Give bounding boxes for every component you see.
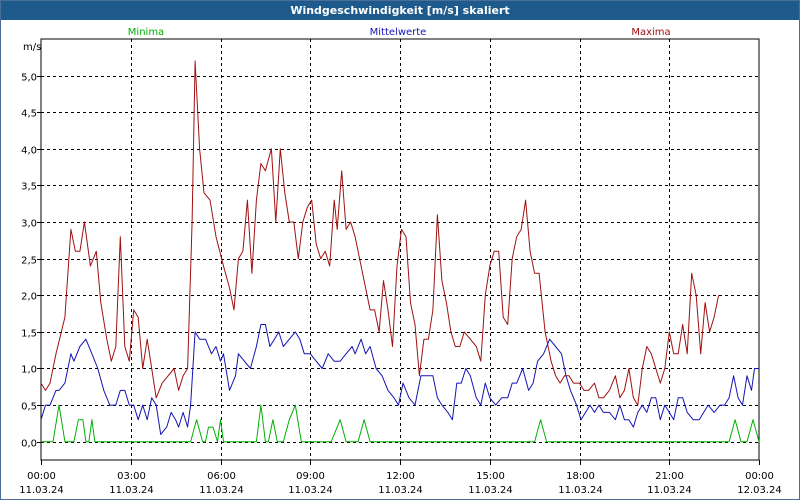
- legend-minima: Minima: [128, 27, 164, 38]
- x-tick-date-label: 11.03.24: [109, 485, 154, 496]
- y-tick-label: 4,0: [21, 146, 37, 157]
- y-tick-label: 0,5: [21, 402, 37, 413]
- x-tick-date-label: 11.03.24: [647, 485, 692, 496]
- series-line-mittelwerte: [40, 324, 759, 435]
- y-tick-label: 1,5: [21, 329, 37, 340]
- x-tick-time-label: 00:00: [745, 471, 774, 482]
- x-tick-date-label: 11.03.24: [378, 485, 423, 496]
- x-tick-time-label: 03:00: [117, 471, 146, 482]
- legend-maxima: Maxima: [631, 27, 670, 38]
- x-tick-time-label: 09:00: [296, 471, 325, 482]
- x-tick-time-label: 06:00: [207, 471, 236, 482]
- wind-speed-chart: 0,0 0,5 1,0 1,5 2,0 2,5 3,0 3,5 4,0 4,5 5,0 00:00 11…: [19, 27, 782, 496]
- series-line-maxima: [40, 60, 720, 406]
- x-tick-time-label: 12:00: [386, 471, 415, 482]
- y-axis-label: m/s: [23, 42, 41, 53]
- y-tick-label: 0,0: [21, 439, 37, 450]
- y-tick-label: 1,0: [21, 365, 37, 376]
- y-tick-label: 4,5: [21, 109, 37, 120]
- y-tick-label: 5,0: [21, 73, 37, 84]
- legend-mittelwerte: Mittelwerte: [370, 27, 427, 38]
- y-tick-label: 2,5: [21, 256, 37, 267]
- x-tick-date-label: 11.03.24: [468, 485, 513, 496]
- y-tick-label: 2,0: [21, 292, 37, 303]
- series-line-minima: [41, 404, 760, 443]
- x-tick-date-label: 11.03.24: [558, 485, 603, 496]
- x-tick-date-label: 11.03.24: [19, 485, 64, 496]
- window-title: Windgeschwindigkeit [m/s] skaliert: [1, 1, 799, 20]
- y-tick-label: 3,5: [21, 182, 37, 193]
- x-tick-date-label: 12.03.24: [737, 485, 782, 496]
- x-tick-time-label: 18:00: [566, 471, 595, 482]
- y-tick-label: 3,0: [21, 219, 37, 230]
- x-tick-date-label: 11.03.24: [199, 485, 244, 496]
- x-tick-date-label: 11.03.24: [288, 485, 333, 496]
- x-tick-time-label: 00:00: [27, 471, 56, 482]
- x-tick-time-label: 15:00: [476, 471, 505, 482]
- x-tick-time-label: 21:00: [655, 471, 684, 482]
